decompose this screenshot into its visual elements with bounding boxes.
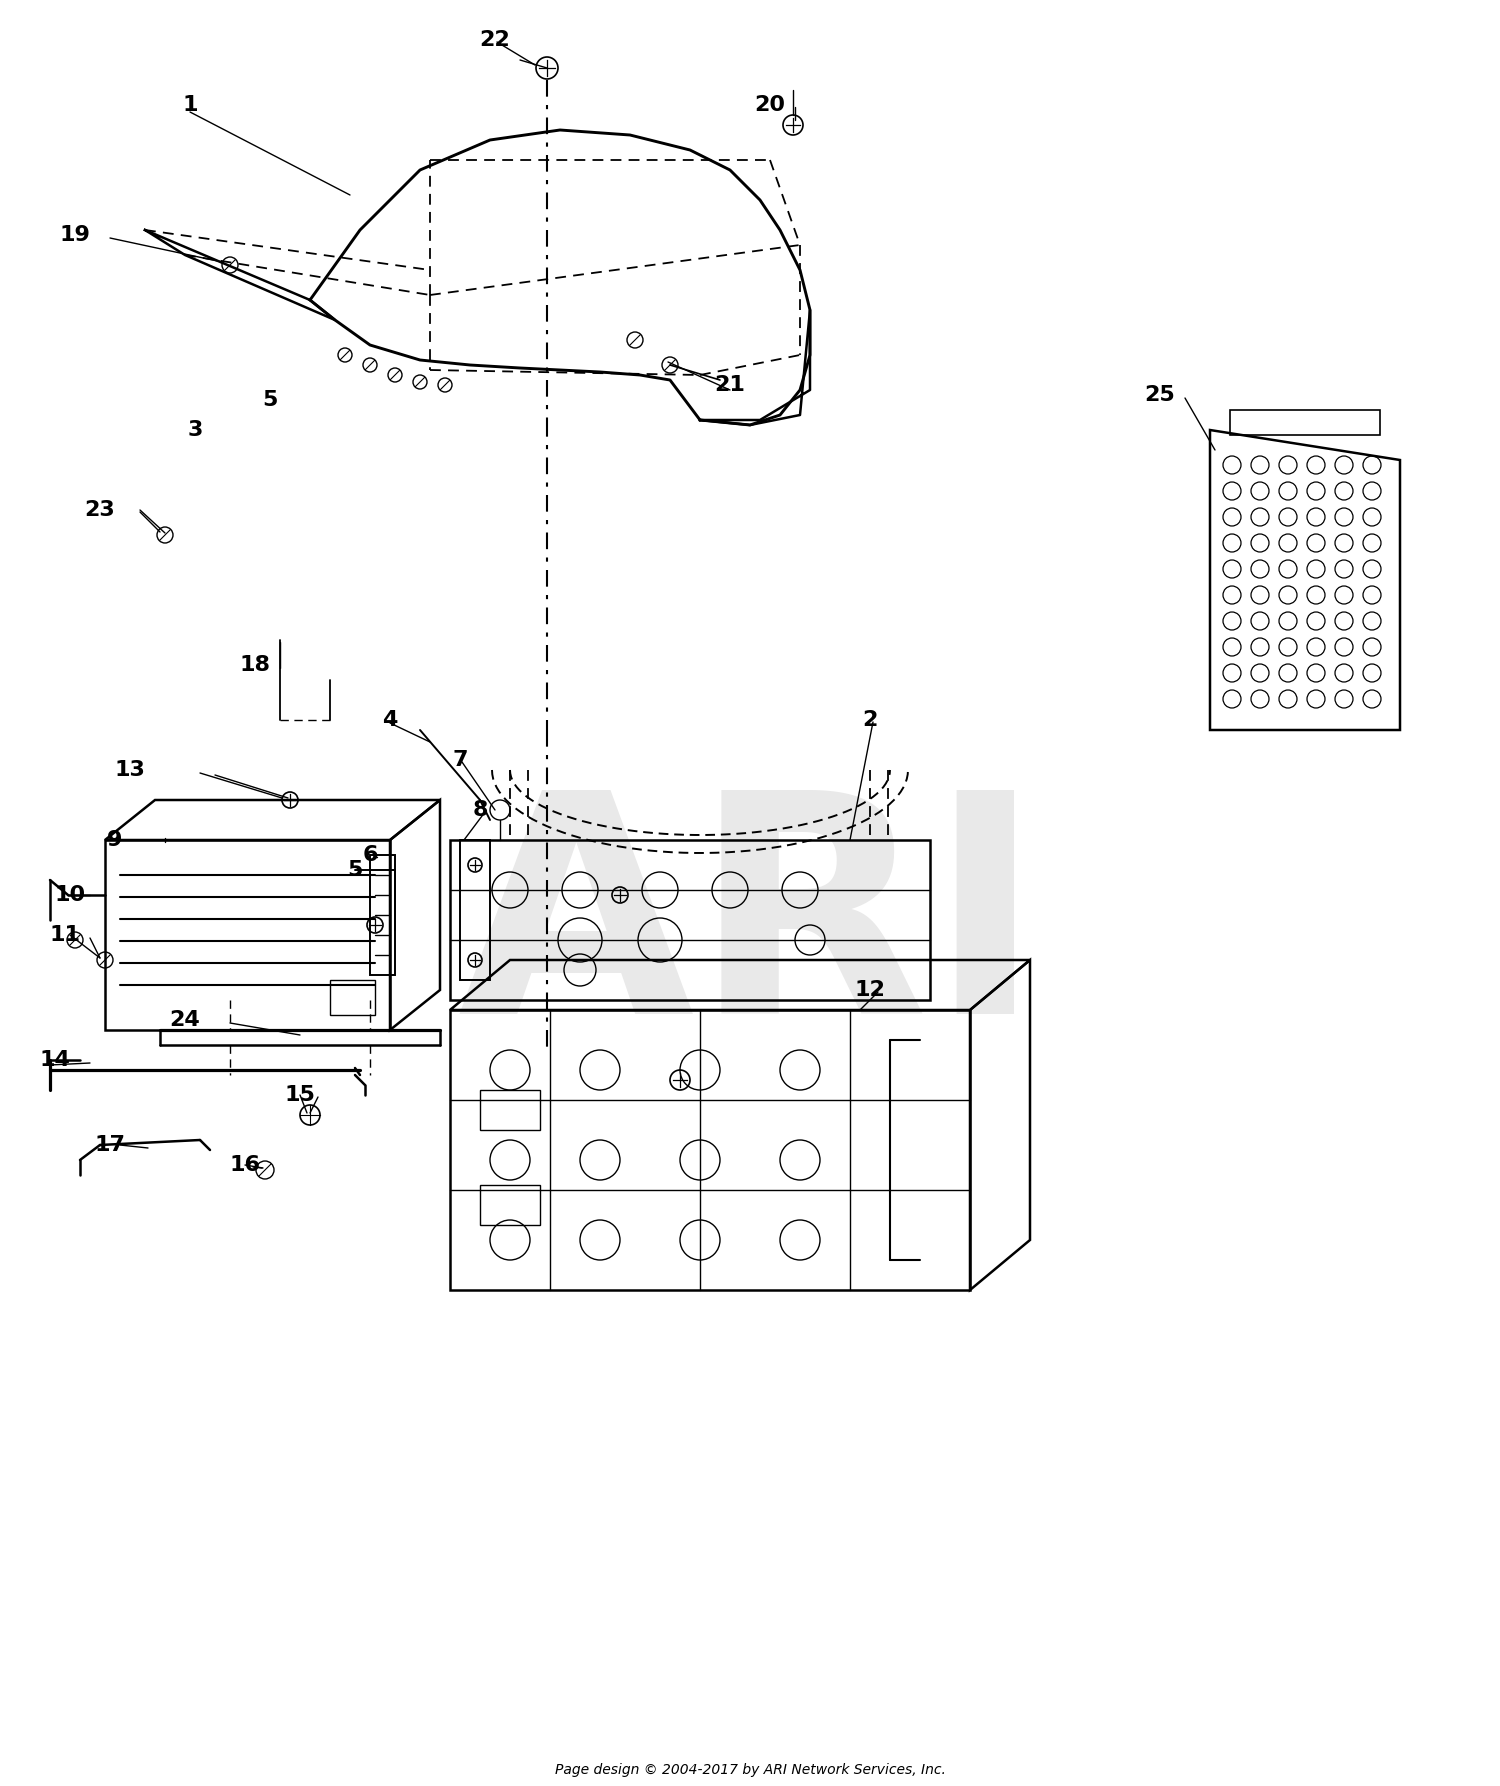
Text: 14: 14	[39, 1050, 70, 1070]
Text: 3: 3	[188, 420, 202, 439]
Text: 2: 2	[862, 711, 877, 730]
Bar	[480, 1184, 540, 1225]
Text: 25: 25	[1144, 386, 1176, 405]
Text: 19: 19	[60, 225, 90, 245]
Text: Page design © 2004-2017 by ARI Network Services, Inc.: Page design © 2004-2017 by ARI Network S…	[555, 1763, 945, 1777]
Text: 13: 13	[114, 761, 146, 780]
Text: 20: 20	[754, 95, 786, 114]
Text: 1: 1	[183, 95, 198, 114]
Bar	[460, 839, 490, 981]
Bar	[480, 1089, 540, 1131]
Text: 12: 12	[855, 981, 885, 1000]
Text: 10: 10	[54, 886, 86, 906]
Bar	[450, 1011, 970, 1289]
Text: 21: 21	[714, 375, 746, 395]
Text: 7: 7	[453, 750, 468, 770]
Text: ARI: ARI	[458, 782, 1042, 1079]
Bar	[370, 855, 394, 975]
Text: 5: 5	[262, 389, 278, 411]
Text: 6: 6	[363, 845, 378, 864]
Text: 9: 9	[108, 830, 123, 850]
Text: 5: 5	[348, 861, 363, 880]
Text: 18: 18	[240, 655, 270, 675]
Bar	[450, 839, 930, 1000]
Text: 11: 11	[50, 925, 81, 945]
Text: 4: 4	[382, 711, 398, 730]
Text: 16: 16	[230, 1156, 261, 1175]
Text: 24: 24	[170, 1011, 201, 1031]
Text: 15: 15	[285, 1086, 315, 1106]
Bar	[1230, 411, 1380, 436]
Text: 17: 17	[94, 1134, 126, 1156]
Bar	[330, 981, 375, 1014]
Bar	[105, 839, 390, 1031]
Text: 23: 23	[84, 500, 116, 520]
Text: 8: 8	[472, 800, 488, 820]
Text: 22: 22	[480, 30, 510, 50]
